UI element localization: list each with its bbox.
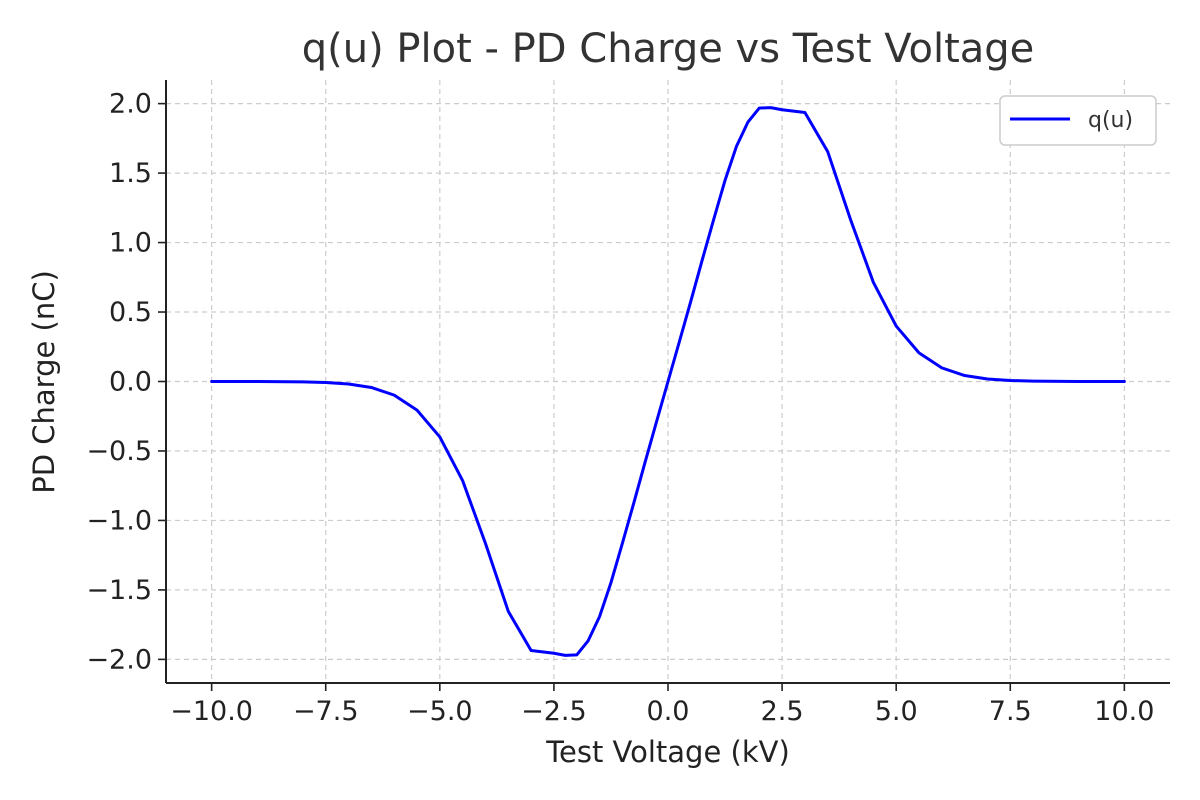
x-tick-label: 10.0 [1094,696,1154,727]
x-tick-label: 7.5 [989,696,1032,727]
y-ticks: −2.0 −1.5 −1.0 −0.5 0.0 0.5 1.0 1.5 2.0 [86,89,166,675]
y-tick-label: 0.5 [109,297,152,328]
series-line-q-u [210,106,1126,657]
y-tick-label: 1.5 [109,158,152,189]
y-tick-label: −1.5 [86,575,152,606]
y-axis-label: PD Charge (nC) [27,270,61,494]
x-tick-label: 0.0 [647,696,690,727]
legend-label: q(u) [1088,108,1133,133]
series-layer [210,106,1126,657]
y-tick-label: −1.0 [86,505,152,536]
x-tick-label: −2.5 [521,696,587,727]
legend-box [999,95,1157,146]
x-axis-label: Test Voltage (kV) [545,735,790,769]
y-tick-label: −2.0 [86,644,152,675]
x-tick-label: 2.5 [761,696,804,727]
y-tick-label: −0.5 [86,436,152,467]
legend: q(u) [999,95,1157,146]
y-tick-label: 2.0 [109,89,152,120]
x-tick-label: 5.0 [875,696,918,727]
x-tick-label: −5.0 [407,696,473,727]
x-tick-label: −7.5 [293,696,359,727]
y-tick-label: 0.0 [109,367,152,398]
x-tick-label: −10.0 [170,696,253,727]
y-tick-label: 1.0 [109,228,152,259]
chart-title: q(u) Plot - PD Charge vs Test Voltage [302,26,1035,72]
x-ticks: −10.0 −7.5 −5.0 −2.5 0.0 2.5 5.0 7.5 10.0 [170,683,1154,727]
